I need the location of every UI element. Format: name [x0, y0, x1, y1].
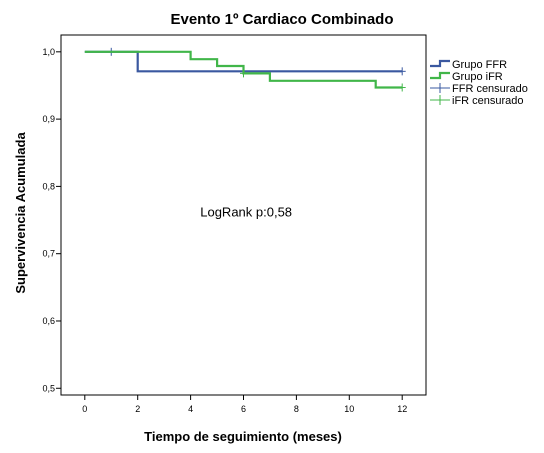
legend-label: Grupo iFR [452, 71, 503, 83]
series-layer [84, 47, 406, 92]
x-tick-label: 4 [188, 404, 193, 414]
censored-mark [240, 69, 247, 78]
legend-censored-1: iFR censurado [430, 95, 524, 107]
legend-series-0: Grupo FFR [430, 59, 507, 71]
plot-area [60, 34, 427, 396]
y-tick-label: 0,7 [42, 249, 55, 259]
x-axis-label: Tiempo de seguimiento (meses) [144, 429, 342, 444]
y-tick-label: 0,8 [42, 181, 55, 191]
x-tick-label: 6 [241, 404, 246, 414]
y-tick-label: 0,9 [42, 114, 55, 124]
legend-label: FFR censurado [452, 83, 528, 95]
y-tick-label: 0,5 [42, 383, 55, 393]
chart-title: Evento 1º Cardiaco Combinado [170, 11, 393, 28]
x-tick-label: 0 [82, 404, 87, 414]
y-tick-label: 1,0 [42, 47, 55, 57]
x-tick-label: 8 [294, 404, 299, 414]
x-axis: 0 2 4 6 8 10 12 [82, 395, 407, 414]
y-axis: 0,5 0,6 0,7 0,8 0,9 1,0 [42, 47, 61, 393]
legend-censored-0: FFR censurado [430, 83, 528, 95]
censored-mark [398, 67, 406, 76]
y-axis-label: Supervivencia Acumulada [13, 132, 28, 294]
x-tick-label: 10 [344, 404, 354, 414]
legend-series-1: Grupo iFR [430, 71, 503, 83]
logrank-annotation: LogRank p:0,58 [200, 205, 292, 220]
y-tick-label: 0,6 [42, 316, 55, 326]
x-tick-label: 2 [135, 404, 140, 414]
legend-label: Grupo FFR [452, 59, 507, 71]
x-tick-label: 12 [397, 404, 407, 414]
legend-label: iFR censurado [452, 95, 524, 107]
censored-mark [398, 83, 406, 92]
annotation-layer: LogRank p:0,58 [200, 205, 292, 220]
